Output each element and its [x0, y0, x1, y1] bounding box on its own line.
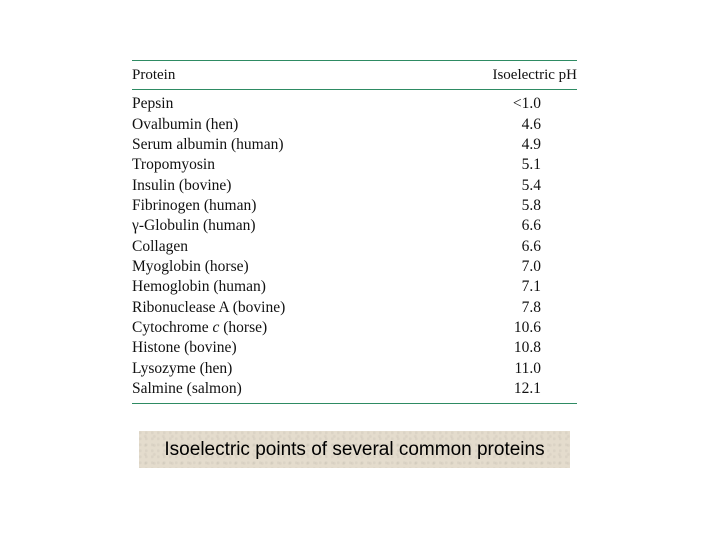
isoelectric-ph-value: 5.4 — [521, 176, 541, 194]
table-row: γ-Globulin (human) 6.6 — [132, 216, 577, 236]
protein-name: Serum albumin (human) — [132, 136, 284, 154]
protein-name: Lysozyme (hen) — [132, 360, 232, 378]
protein-name-suffix: (horse) — [219, 318, 268, 336]
protein-name: Fibrinogen (human) — [132, 197, 256, 215]
table-row: Lysozyme (hen) 11.0 — [132, 358, 577, 378]
protein-name-text: Tropomyosin — [132, 156, 215, 174]
protein-name: Insulin (bovine) — [132, 177, 231, 195]
protein-name: Pepsin — [132, 95, 173, 113]
protein-name: Ovalbumin (hen) — [132, 116, 238, 134]
isoelectric-ph-value: 5.8 — [521, 196, 541, 214]
table-row: Fibrinogen (human) 5.8 — [132, 196, 577, 216]
protein-name-text: Collagen — [132, 237, 188, 255]
protein-name-italic: c — [212, 318, 220, 336]
isoelectric-ph-value: 12.1 — [513, 379, 541, 397]
header-isoelectric-ph: Isoelectric pH — [492, 67, 577, 83]
table-row: Serum albumin (human) 4.9 — [132, 135, 577, 155]
protein-name-text: Lysozyme (hen) — [132, 359, 233, 377]
table-row: Cytochrome c (horse) 10.6 — [132, 318, 577, 338]
protein-table: Protein Isoelectric pH Pepsin <1.0 Ovalbum… — [132, 60, 577, 405]
isoelectric-ph-value: 4.9 — [521, 135, 541, 153]
protein-name: Tropomyosin — [132, 156, 215, 174]
table-row: Ribonuclease A (bovine) 7.8 — [132, 297, 577, 317]
table-row: Pepsin <1.0 — [132, 94, 577, 114]
table-row: Ovalbumin (hen) 4.6 — [132, 114, 577, 134]
isoelectric-ph-value: 5.1 — [521, 156, 541, 174]
protein-name-text: Fibrinogen (human) — [132, 196, 257, 214]
protein-name: Collagen — [132, 238, 188, 256]
isoelectric-ph-value: <1.0 — [512, 95, 541, 113]
isoelectric-ph-value: 7.8 — [521, 298, 541, 316]
isoelectric-ph-value: 10.6 — [513, 318, 541, 336]
isoelectric-ph-value: 6.6 — [521, 237, 541, 255]
header-rule — [132, 89, 577, 90]
table-body: Pepsin <1.0 Ovalbumin (hen) 4.6 Serum albumi… — [132, 90, 577, 403]
protein-name: Histone (bovine) — [132, 339, 237, 357]
protein-name-text: Hemoglobin (human) — [132, 278, 266, 296]
header-protein: Protein — [132, 67, 176, 83]
protein-name-text: Salmine (salmon) — [132, 379, 242, 397]
protein-name-text: Cytochrome — [132, 318, 213, 336]
isoelectric-ph-value: 7.0 — [521, 257, 541, 275]
protein-name: Salmine (salmon) — [132, 380, 242, 398]
bottom-rule — [132, 403, 577, 405]
protein-name: Myoglobin (horse) — [132, 258, 249, 276]
protein-name-text: Myoglobin (horse) — [132, 257, 249, 275]
isoelectric-ph-value: 6.6 — [521, 217, 541, 235]
protein-name: Ribonuclease A (bovine) — [132, 299, 285, 317]
protein-name-text: Ovalbumin (hen) — [132, 115, 239, 133]
isoelectric-ph-value: 7.1 — [521, 278, 541, 296]
protein-name: Hemoglobin (human) — [132, 278, 266, 296]
isoelectric-ph-value: 10.8 — [513, 339, 541, 357]
table-row: Salmine (salmon) 12.1 — [132, 379, 577, 399]
protein-name-text: Insulin (bovine) — [132, 176, 232, 194]
table-row: Myoglobin (horse) 7.0 — [132, 257, 577, 277]
caption-text: Isoelectric points of several common pro… — [164, 438, 545, 460]
protein-name-text: Histone (bovine) — [132, 339, 237, 357]
table-header: Protein Isoelectric pH — [132, 61, 577, 89]
table-row: Tropomyosin 5.1 — [132, 155, 577, 175]
protein-name-text: γ-Globulin (human) — [132, 217, 256, 235]
protein-name-text: Pepsin — [132, 95, 174, 113]
protein-name: Cytochrome c (horse) — [132, 319, 267, 337]
table-row: Insulin (bovine) 5.4 — [132, 175, 577, 195]
top-rule — [132, 60, 577, 61]
isoelectric-ph-value: 4.6 — [521, 115, 541, 133]
protein-name-text: Ribonuclease A (bovine) — [132, 298, 286, 316]
table-row: Collagen 6.6 — [132, 236, 577, 256]
isoelectric-ph-value: 11.0 — [514, 359, 541, 377]
caption: Isoelectric points of several common pro… — [139, 431, 570, 468]
table-row: Hemoglobin (human) 7.1 — [132, 277, 577, 297]
table-row: Histone (bovine) 10.8 — [132, 338, 577, 358]
protein-name: γ-Globulin (human) — [132, 217, 256, 235]
protein-name-text: Serum albumin (human) — [132, 135, 284, 153]
